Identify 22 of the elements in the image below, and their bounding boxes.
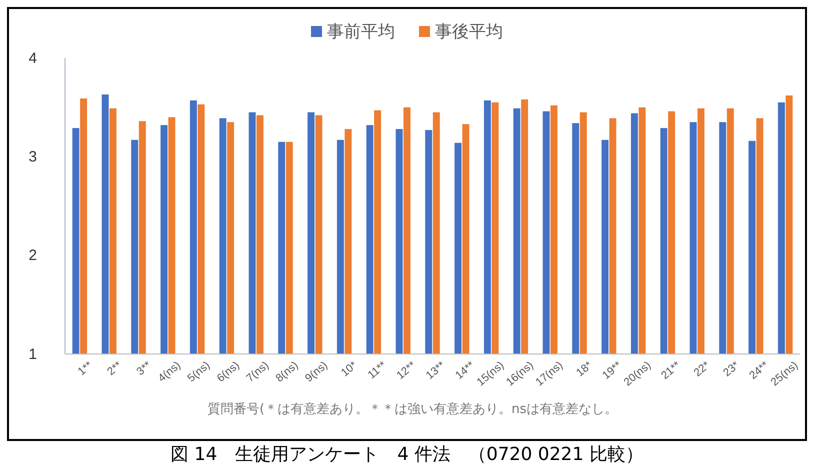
legend-label: 事後平均: [435, 22, 503, 42]
x-tick-label: 1**: [76, 358, 96, 378]
x-tick-label: 22*: [692, 358, 713, 380]
x-tick-label: 19**: [600, 358, 625, 382]
y-tick-label: 3: [28, 148, 37, 166]
y-tick-label: 4: [28, 50, 37, 67]
x-tick-label: 21**: [659, 358, 684, 382]
x-tick-label: 12**: [394, 358, 419, 382]
x-tick-label: 3**: [134, 358, 154, 378]
x-tick-label: 24**: [747, 358, 772, 382]
x-tick-label: 13**: [424, 358, 448, 382]
x-tick-label: 10*: [339, 358, 360, 380]
y-tick-label: 2: [28, 247, 37, 264]
x-tick-label: 2**: [105, 358, 125, 378]
x-tick-label: 23*: [721, 358, 742, 380]
x-tick-label: 14**: [453, 358, 478, 382]
x-axis-title: 質問番号(＊は有意差あり。＊＊は強い有意差あり。nsは有意差なし。: [207, 402, 618, 417]
x-tick-label: 18*: [574, 358, 596, 380]
x-tick-label: 11**: [366, 358, 390, 382]
caption: 図 14 生徒用アンケート 4 件法 （0720 0221 比較）: [170, 444, 644, 465]
y-tick-label: 1: [28, 346, 37, 363]
legend-label: 事前平均: [327, 22, 395, 42]
